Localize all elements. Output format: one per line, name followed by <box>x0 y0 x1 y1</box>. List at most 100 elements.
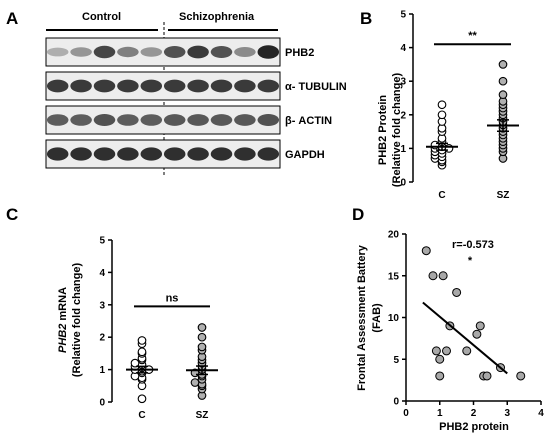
data-point <box>435 354 445 364</box>
blot-band <box>117 147 139 161</box>
blot-band <box>163 46 186 58</box>
blot-label: GAPDH <box>285 149 325 161</box>
blot-band <box>163 147 186 161</box>
x-tick-label: 0 <box>403 408 409 419</box>
chart-d-plot: 0 5 10 15 20 0 1 2 3 4 r=-0.573 * <box>388 230 544 420</box>
data-point <box>462 346 472 356</box>
blot-band <box>187 45 209 59</box>
data-point <box>498 90 508 99</box>
y-tick-label: 15 <box>388 271 400 282</box>
significance-label: * <box>468 255 473 267</box>
chart-d-ylabel-line2: (FAB) <box>371 303 383 333</box>
blot-label: β- ACTIN <box>285 115 332 127</box>
blot-band <box>140 114 163 126</box>
data-point <box>452 287 462 297</box>
chart-c-ylabel-line1: PHB2 mRNA <box>57 287 69 353</box>
blot-band <box>46 47 69 57</box>
data-point <box>498 60 508 69</box>
blot-band <box>210 46 233 58</box>
y-tick-label: 4 <box>99 268 105 279</box>
regression-line <box>422 301 508 375</box>
blot-band <box>210 147 233 161</box>
x-category-label: SZ <box>497 190 510 201</box>
y-tick-label: 3 <box>400 77 406 88</box>
blot-band <box>140 47 163 57</box>
x-tick-label: 1 <box>437 408 443 419</box>
data-point <box>437 110 447 120</box>
chart-c-ylabel-line2: (Relative fold change) <box>71 263 83 378</box>
significance-label: ** <box>468 30 477 42</box>
western-blots: PHB2 α- TUBULIN β- ACTIN GAPDH <box>45 37 347 169</box>
blot-band <box>117 46 139 58</box>
data-point <box>472 329 482 339</box>
blot-band <box>257 114 280 126</box>
blot-band <box>93 147 116 161</box>
panel-c-letter: C <box>6 205 18 224</box>
data-point <box>498 76 508 86</box>
data-point <box>190 378 200 387</box>
data-point <box>197 342 207 352</box>
data-point <box>482 371 492 381</box>
y-tick-label: 0 <box>393 397 399 408</box>
blot-band <box>187 147 209 161</box>
panel-d-letter: D <box>352 205 364 224</box>
y-tick-label: 20 <box>388 230 400 241</box>
y-tick-label: 0 <box>99 398 105 409</box>
blot-band <box>234 147 256 161</box>
data-point <box>137 394 147 404</box>
blot-band <box>210 79 233 93</box>
x-tick-label: 3 <box>504 408 510 419</box>
data-point <box>438 271 448 281</box>
x-category-label: SZ <box>196 410 209 421</box>
blot-band <box>93 45 116 59</box>
data-point <box>137 336 147 345</box>
data-point <box>442 346 451 356</box>
blot-band <box>257 147 280 161</box>
blot-band <box>70 114 92 126</box>
x-category-label: C <box>138 410 145 421</box>
y-tick-label: 2 <box>400 110 406 121</box>
correlation-annotation: r=-0.573 <box>452 239 494 251</box>
panel-a: A Control Schizophrenia PHB2 α- TUBULIN β-… <box>6 9 347 176</box>
data-point <box>197 332 207 342</box>
blot-label: α- TUBULIN <box>285 81 347 93</box>
panel-b: B PHB2 Protein (Relative fold change) 0 1… <box>360 9 519 201</box>
panel-d: D Frontal Assessment Battery (FAB) PHB2 … <box>352 205 544 433</box>
chart-b-plot: 0 1 2 3 4 5 C SZ ** <box>400 10 519 201</box>
y-tick-label: 5 <box>393 355 399 366</box>
blot-band <box>117 79 139 93</box>
chart-b-ylabel-line1: PHB2 Protein <box>377 95 389 166</box>
chart-c-plot: 0 1 2 3 4 5 C SZ ns <box>99 236 218 421</box>
blot-band <box>93 79 116 93</box>
blot-band <box>257 45 280 59</box>
chart-b-ylabel-line2: (Relative fold change) <box>391 73 403 188</box>
blot-band <box>117 114 139 126</box>
y-tick-label: 5 <box>99 236 105 247</box>
blot-band <box>234 47 256 57</box>
blot-band <box>140 79 163 93</box>
y-tick-label: 3 <box>99 300 105 311</box>
group-label-control: Control <box>82 11 121 23</box>
panel-a-letter: A <box>6 9 18 28</box>
x-category-label: C <box>438 190 445 201</box>
blot-band <box>93 114 116 126</box>
blot-band <box>163 114 186 126</box>
data-point <box>130 358 140 368</box>
y-tick-label: 10 <box>388 313 400 324</box>
y-tick-label: 0 <box>400 178 406 189</box>
x-tick-label: 4 <box>538 408 544 419</box>
blot-band <box>187 114 209 126</box>
data-point <box>428 271 438 281</box>
blot-band <box>46 114 69 126</box>
blot-band <box>234 114 256 126</box>
data-point <box>431 346 441 356</box>
panel-c: C PHB2 mRNA (Relative fold change) 0 1 2 3 4… <box>6 205 218 421</box>
blot-band <box>234 79 256 93</box>
chart-d-xlabel: PHB2 protein <box>439 421 509 433</box>
blot-band <box>187 79 209 93</box>
panel-b-letter: B <box>360 9 372 28</box>
blot-band <box>70 47 92 57</box>
blot-band <box>70 79 92 93</box>
significance-label: ns <box>166 292 179 304</box>
x-tick-label: 2 <box>471 408 477 419</box>
